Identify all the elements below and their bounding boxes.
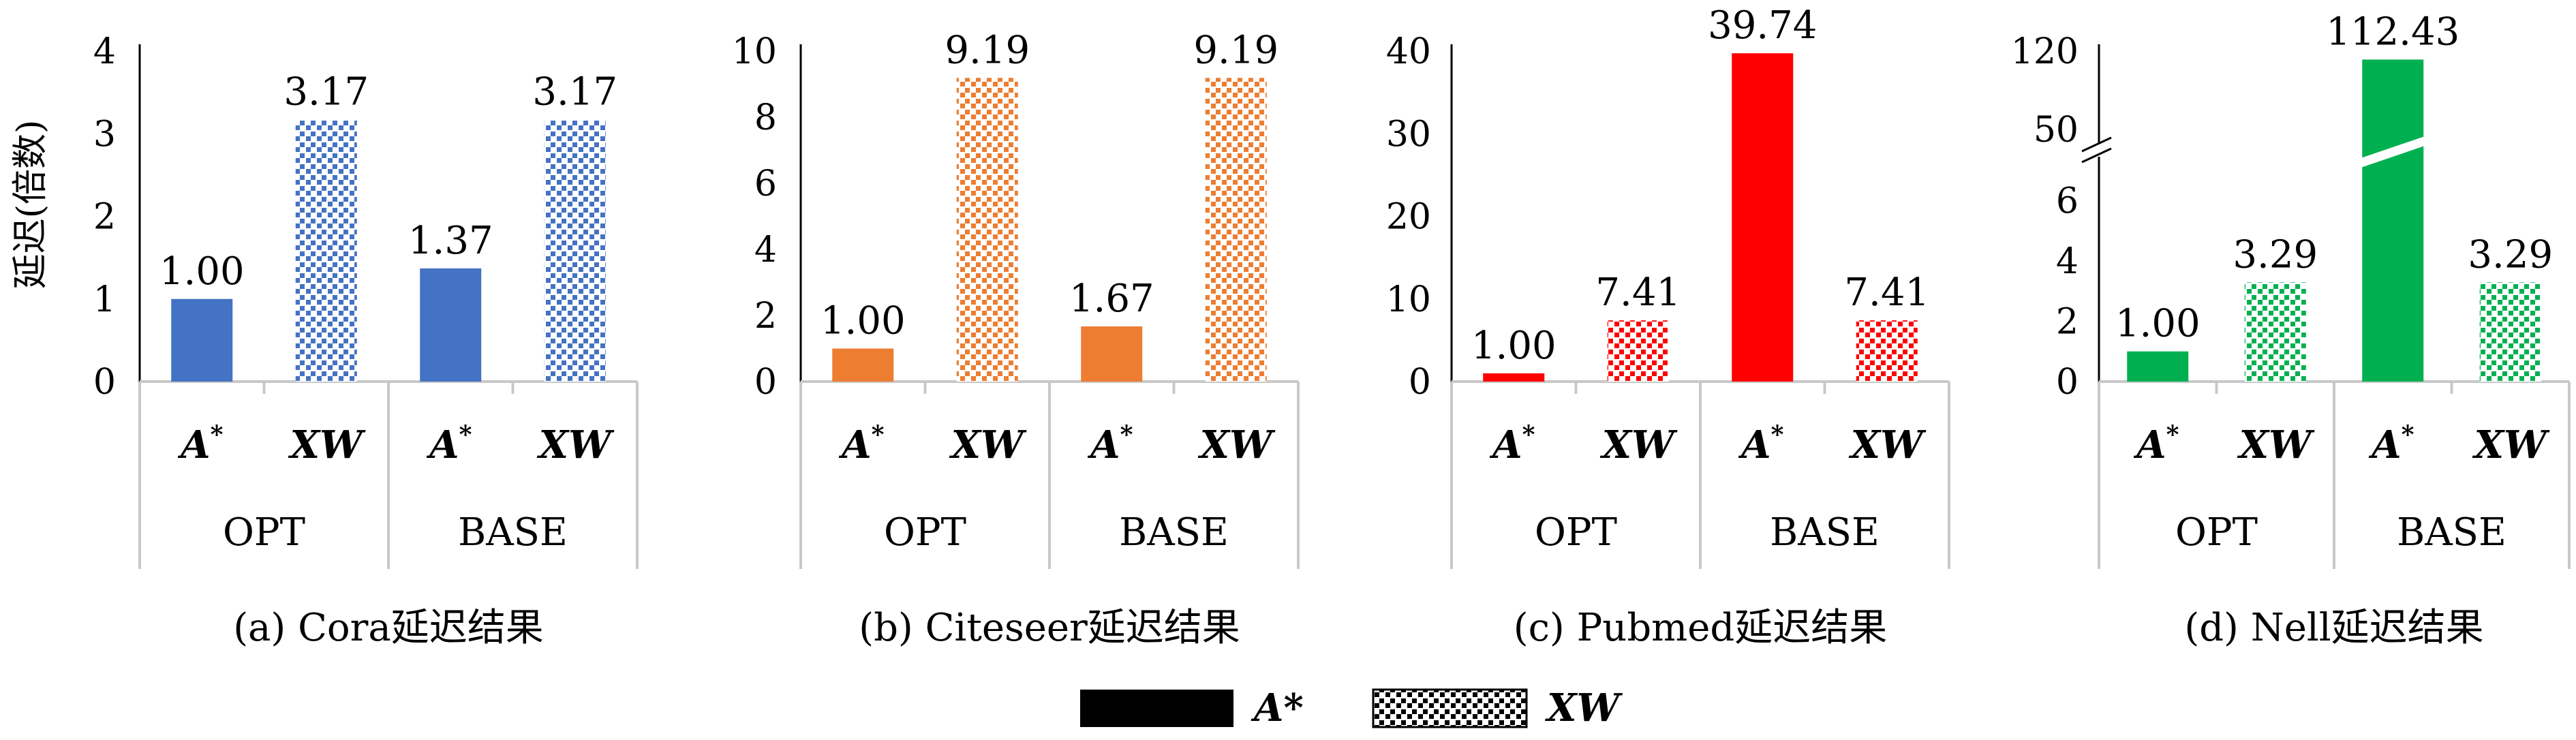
- group-label-base: BASE: [2397, 510, 2506, 555]
- series-tick-label: A*: [426, 420, 472, 467]
- series-tick-label: XW: [2237, 422, 2315, 467]
- y-tick-label: 4: [93, 31, 116, 72]
- y-tick-label: 2: [93, 197, 116, 238]
- axis-break-mark: [2081, 147, 2112, 164]
- group-label-base: BASE: [458, 510, 568, 555]
- group-label-opt: OPT: [884, 510, 966, 555]
- series-tick-label: XW: [1600, 422, 1678, 467]
- bar-base-xw: [544, 119, 606, 382]
- series-tick-label: A*: [838, 420, 884, 467]
- legend-swatch-solid: [1080, 690, 1233, 727]
- bar-break-mark: [2361, 136, 2425, 168]
- value-label: 1.67: [1069, 277, 1154, 321]
- bar-base-xw: [2479, 282, 2541, 382]
- y-tick-label: 6: [754, 164, 777, 204]
- y-tick-label: 120: [2011, 31, 2079, 72]
- value-label: 1.00: [2115, 302, 2201, 346]
- value-label: 1.00: [821, 299, 906, 343]
- bar-base-a-star: [420, 268, 482, 382]
- chart-panel-3: 0 10 20 30 40 1.00 A* 7.41 XW OPT 39.74 A* 7.41 XW BAS…: [1386, 3, 1950, 650]
- y-tick-label: 6: [2056, 181, 2079, 221]
- series-tick-label: A*: [2368, 420, 2414, 467]
- series-tick-label: XW: [949, 422, 1027, 467]
- bar-opt-xw: [956, 78, 1018, 382]
- series-tick-label: XW: [537, 422, 615, 467]
- y-tick-label: 40: [1386, 31, 1431, 72]
- bar-opt-a-star: [171, 298, 233, 382]
- panel-caption: (a) Cora延迟结果: [233, 606, 544, 650]
- y-tick-label: 2: [2056, 301, 2079, 342]
- y-tick-label: 0: [754, 362, 777, 403]
- bar-opt-xw: [1607, 320, 1669, 382]
- value-label: 9.19: [945, 28, 1030, 72]
- legend-label-xw: XW: [1545, 685, 1623, 730]
- y-tick-label: 3: [93, 114, 116, 155]
- y-tick-label: 2: [754, 296, 777, 337]
- chart-panel-4: 0 2 4 6 50 120 1.00 A* 3.29 XW OPT 112.43 A* 3.29 XW BA…: [2011, 10, 2571, 650]
- value-label: 3.29: [2468, 232, 2553, 277]
- bar-base-a-star: [1081, 326, 1143, 382]
- value-label: 7.41: [1844, 271, 1929, 315]
- bar-opt-a-star: [1483, 373, 1545, 382]
- value-label: 1.00: [159, 249, 245, 294]
- value-label: 3.17: [283, 70, 369, 114]
- value-label: 1.37: [408, 219, 493, 263]
- chart-panel-2: 0 2 4 6 8 10 1.00 A* 9.19 XW OPT 1.67 A* 9.19 XW BASE (b…: [732, 28, 1300, 650]
- series-tick-label: XW: [1849, 422, 1927, 467]
- group-label-base: BASE: [1770, 510, 1880, 555]
- bar-opt-xw: [295, 119, 357, 382]
- series-tick-label: XW: [2472, 422, 2550, 467]
- y-tick-label: 0: [2056, 362, 2079, 403]
- series-tick-label: A*: [1087, 420, 1133, 467]
- y-tick-label: 4: [2056, 241, 2079, 282]
- y-tick-label: 8: [754, 97, 777, 138]
- legend: A* XW: [1080, 685, 1623, 730]
- series-tick-label: A*: [2133, 420, 2179, 467]
- group-label-opt: OPT: [223, 510, 305, 555]
- value-label: 3.29: [2233, 232, 2318, 277]
- y-tick-label: 0: [1409, 362, 1431, 403]
- value-label: 9.19: [1193, 28, 1278, 72]
- series-tick-label: A*: [1738, 420, 1783, 467]
- panel-caption: (b) Citeseer延迟结果: [859, 606, 1240, 650]
- group-label-base: BASE: [1119, 510, 1229, 555]
- bar-base-xw: [1856, 320, 1918, 382]
- value-label: 3.17: [532, 70, 617, 114]
- bar-base-a-star: [1732, 53, 1794, 382]
- bar-base-xw: [1205, 78, 1267, 382]
- y-tick-label: 30: [1386, 114, 1431, 155]
- y-tick-label: 20: [1386, 197, 1431, 238]
- bar-opt-xw: [2244, 282, 2306, 382]
- series-tick-label: XW: [288, 422, 366, 467]
- value-label: 1.00: [1471, 324, 1557, 368]
- y-tick-label: 0: [93, 362, 116, 403]
- value-label: 39.74: [1708, 3, 1817, 48]
- y-tick-label: 10: [1386, 279, 1431, 320]
- series-tick-label: A*: [1489, 420, 1535, 467]
- chart-panel-1: 0 1 2 3 4 1.00 A* 3.17 XW OPT 1.37 A* 3.17 XW BASE (a) …: [93, 31, 639, 650]
- y-tick-label: 10: [732, 31, 777, 72]
- panel-caption: (c) Pubmed延迟结果: [1514, 606, 1888, 650]
- series-tick-label: A*: [177, 420, 223, 467]
- legend-swatch-checkered: [1372, 688, 1528, 728]
- y-tick-label: 1: [93, 279, 116, 320]
- value-label: 7.41: [1595, 271, 1681, 315]
- group-label-opt: OPT: [1535, 510, 1617, 555]
- bar-opt-a-star: [2127, 351, 2189, 382]
- value-label: 112.43: [2326, 10, 2459, 54]
- y-tick-label: 50: [2034, 110, 2079, 151]
- axis-break-mark: [2081, 136, 2112, 153]
- bar-opt-a-star: [832, 348, 894, 382]
- panel-caption: (d) Nell延迟结果: [2184, 606, 2483, 650]
- group-label-opt: OPT: [2175, 510, 2258, 555]
- legend-label-a-star: A*: [1251, 685, 1304, 730]
- y-axis-label: 延迟(倍数): [10, 120, 51, 290]
- series-tick-label: XW: [1198, 422, 1276, 467]
- y-tick-label: 4: [754, 230, 777, 271]
- bar-base-a-star: [2362, 59, 2424, 382]
